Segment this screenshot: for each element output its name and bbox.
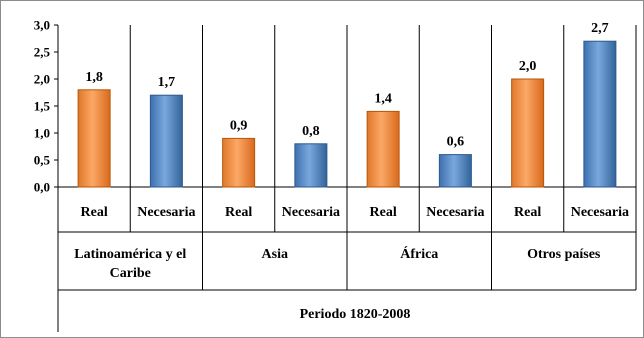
bar-real	[77, 89, 111, 188]
bar-real	[366, 110, 400, 188]
value-label: 1,7	[158, 75, 176, 90]
y-tick-label: 1,0	[34, 126, 50, 141]
bar-necesaria	[149, 94, 183, 188]
group-label: Otros países	[527, 247, 601, 262]
category-label: Necesaria	[137, 205, 195, 220]
category-label: Real	[370, 205, 397, 220]
group-label: Caribe	[110, 266, 151, 281]
bar-necesaria	[583, 40, 617, 188]
value-label: 2,0	[519, 59, 537, 74]
y-tick-label: 0,0	[34, 180, 50, 195]
bar-real	[511, 78, 545, 188]
bar-necesaria	[438, 154, 472, 188]
y-tick-label: 1,5	[34, 99, 51, 114]
bar-necesaria	[294, 143, 328, 188]
labels: 0,0 0,5 1,0 1,5 2,0 2,5 3,0 1,8 Real 1,7 Necesaria…	[34, 18, 629, 323]
bar-real	[222, 137, 256, 188]
y-tick-label: 2,0	[34, 72, 50, 87]
category-label: Real	[514, 205, 541, 220]
value-label: 0,6	[447, 135, 465, 150]
value-label: 2,7	[591, 21, 609, 36]
y-tick-label: 0,5	[34, 153, 51, 168]
bars	[77, 40, 617, 188]
period-label: Periodo 1820-2008	[300, 307, 411, 322]
category-label: Necesaria	[426, 205, 484, 220]
category-label: Real	[81, 205, 108, 220]
group-label: África	[400, 245, 438, 262]
group-label: Asia	[262, 247, 288, 262]
value-label: 1,8	[85, 70, 103, 85]
category-label: Necesaria	[571, 205, 629, 220]
value-label: 1,4	[374, 91, 392, 106]
value-label: 0,9	[230, 118, 248, 133]
category-label: Real	[225, 205, 252, 220]
y-tick-label: 2,5	[34, 45, 51, 60]
category-label: Necesaria	[282, 205, 340, 220]
value-label: 0,8	[302, 124, 320, 139]
group-label: Latinoamérica y el	[74, 247, 186, 262]
y-tick-label: 3,0	[34, 18, 50, 33]
